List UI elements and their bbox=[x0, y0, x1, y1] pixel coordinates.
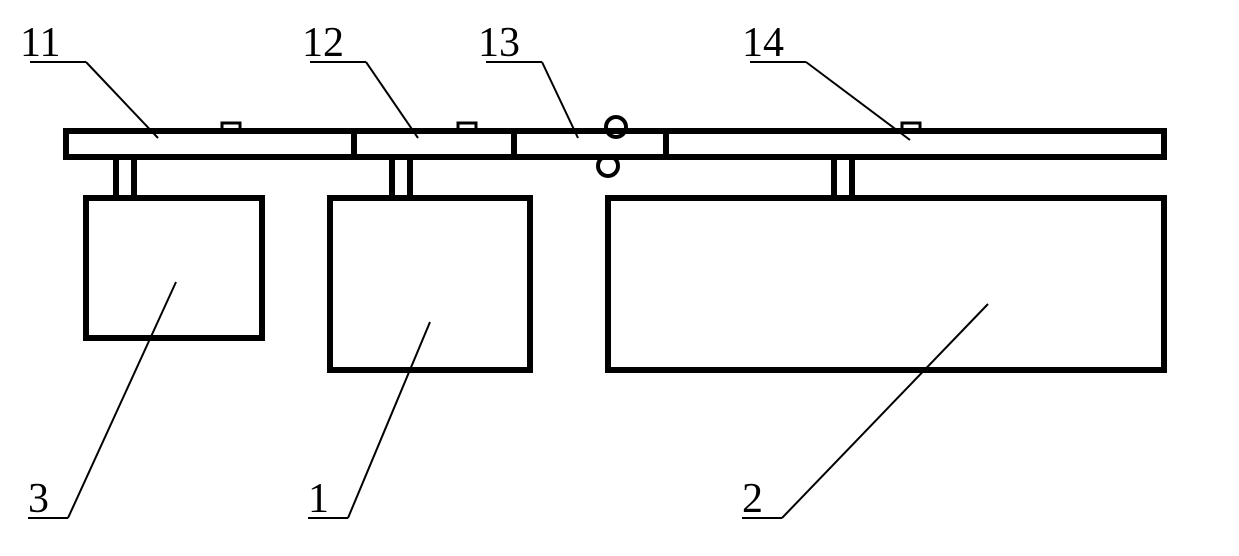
hanger-h2 bbox=[834, 157, 852, 198]
label-1: 1 bbox=[308, 476, 329, 522]
hanger-h3 bbox=[116, 157, 134, 198]
label-14: 14 bbox=[742, 20, 784, 66]
label-12: 12 bbox=[302, 20, 344, 66]
label-2: 2 bbox=[742, 476, 763, 522]
label-11: 11 bbox=[20, 20, 60, 66]
hanger-h1 bbox=[392, 157, 410, 198]
label-13: 13 bbox=[478, 20, 520, 66]
canvas-bg bbox=[0, 0, 1239, 556]
label-3: 3 bbox=[28, 476, 49, 522]
